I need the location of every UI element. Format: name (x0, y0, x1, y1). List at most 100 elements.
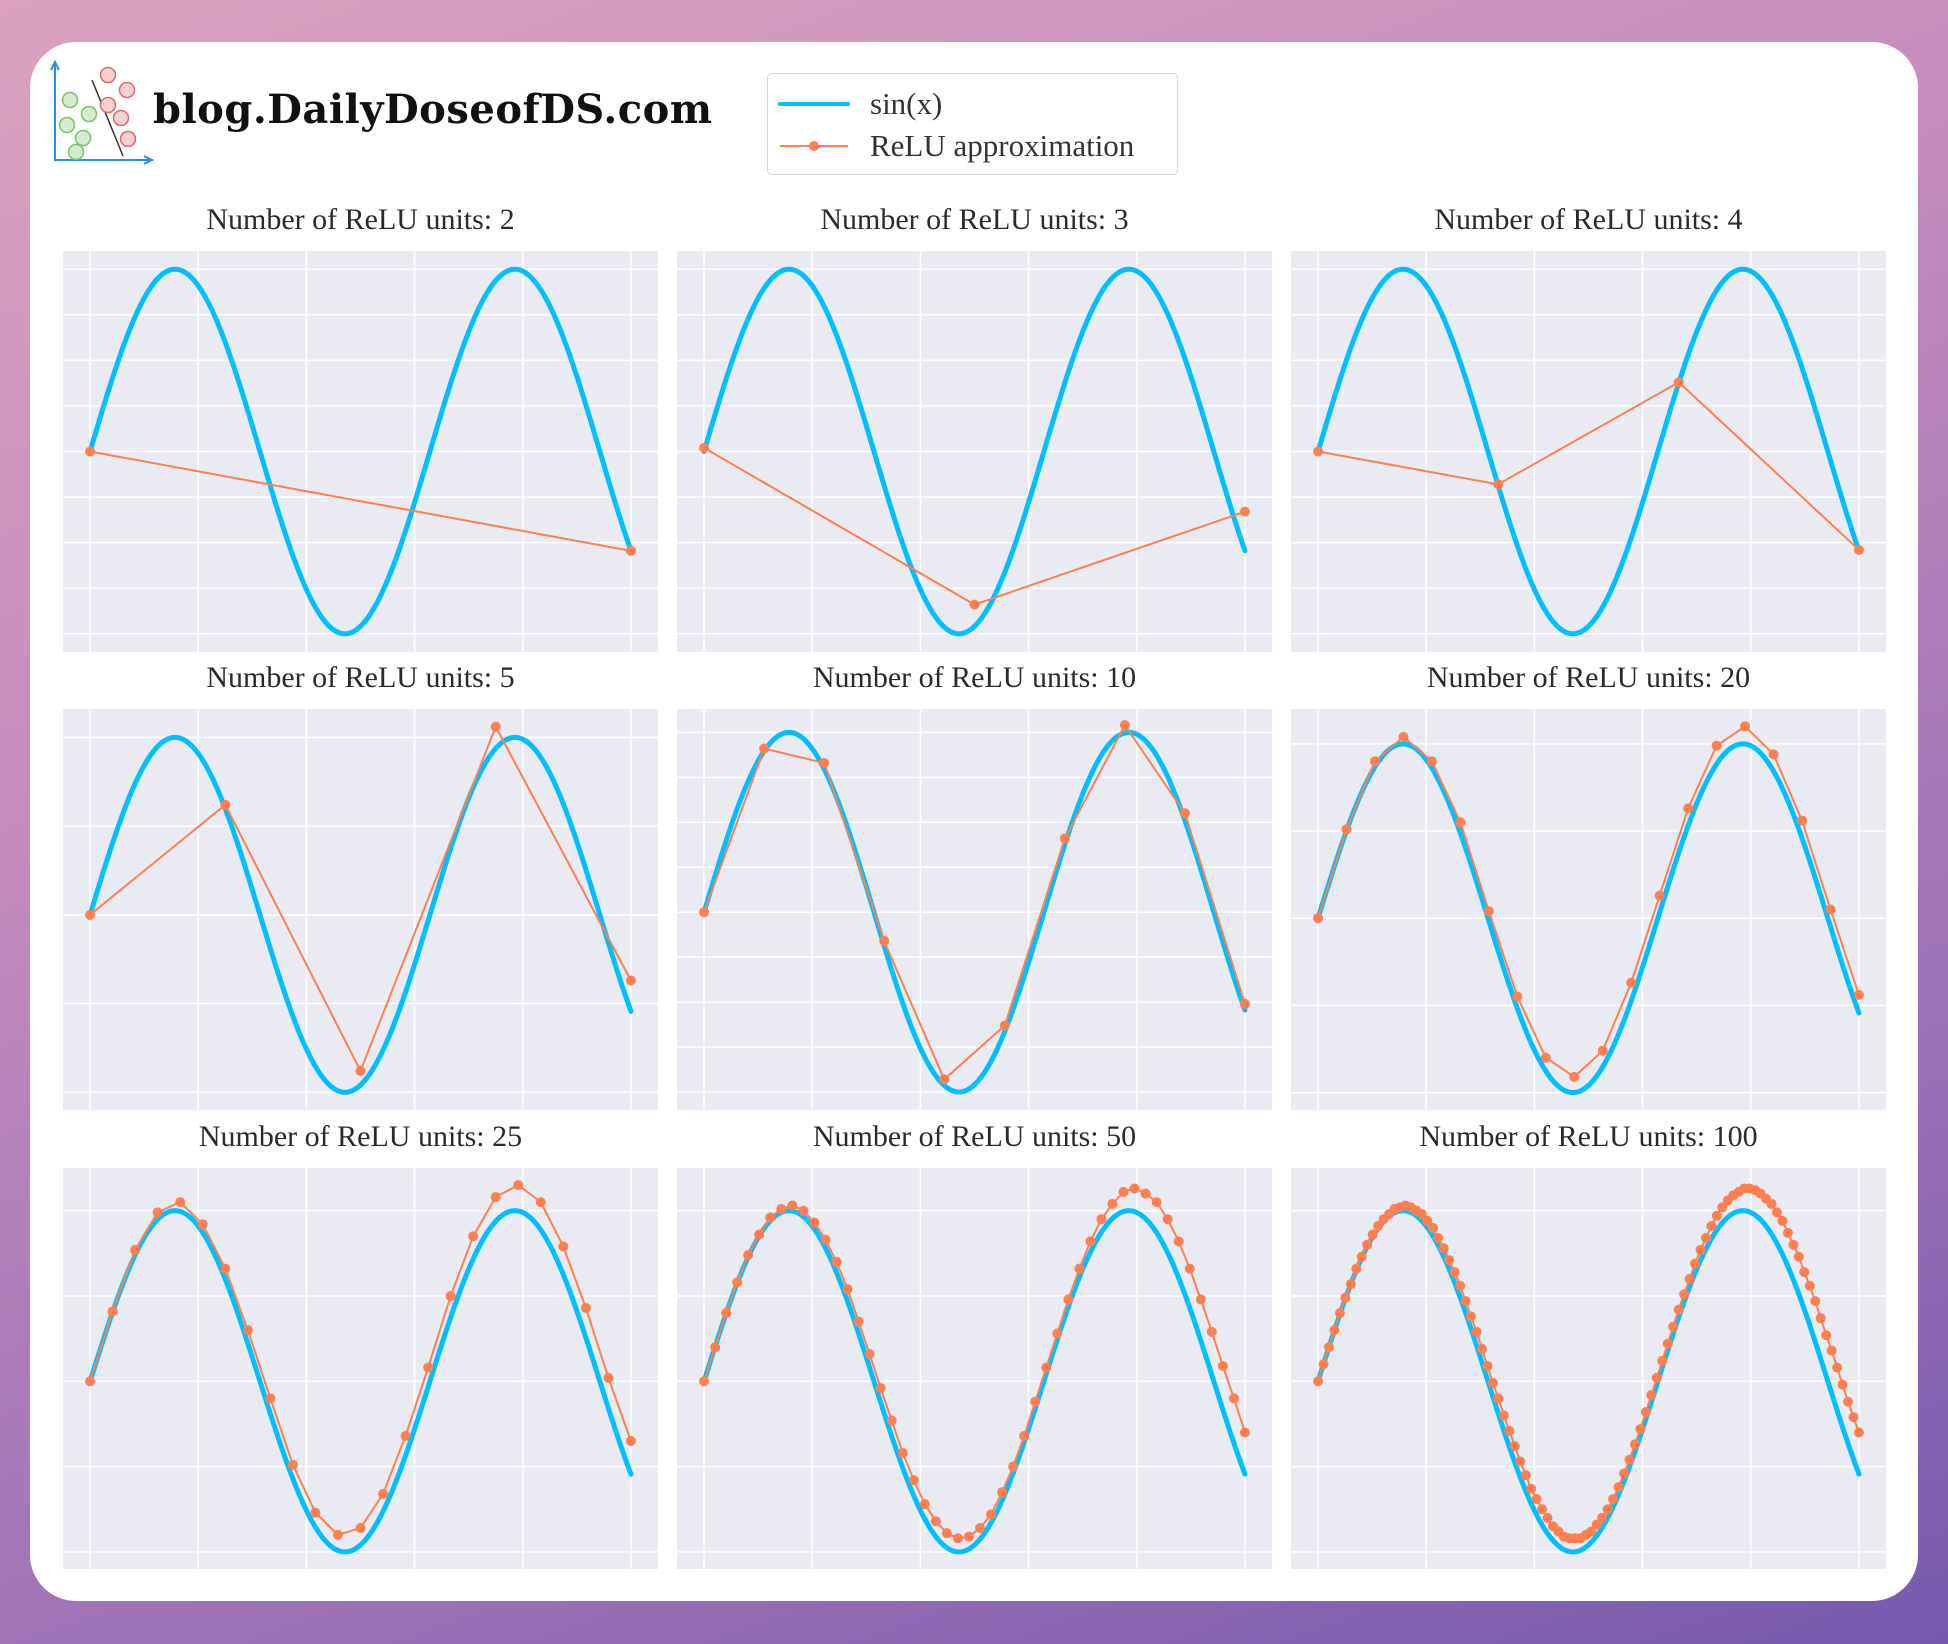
relu-marker (1717, 1202, 1728, 1213)
relu-marker (1626, 977, 1637, 988)
relu-marker (558, 1241, 569, 1252)
relu-marker (1512, 991, 1523, 1002)
relu-marker (1537, 1504, 1548, 1515)
relu-marker (1483, 906, 1494, 917)
relu-marker (1239, 998, 1250, 1009)
relu-marker (721, 1308, 732, 1319)
relu-marker (787, 1200, 798, 1211)
subplot-title: Number of ReLU units: 5 (206, 661, 515, 694)
relu-marker (535, 1197, 546, 1208)
relu-marker (1313, 913, 1324, 924)
subplot-title: Number of ReLU units: 50 (812, 1120, 1137, 1153)
relu-marker (1804, 1280, 1815, 1291)
relu-marker (1821, 1330, 1832, 1341)
relu-marker (1416, 1209, 1427, 1220)
relu-marker (1711, 1210, 1722, 1221)
relu-marker (1853, 1427, 1864, 1438)
sine-curve (1315, 741, 1862, 1096)
subplot-title: Number of ReLU units: 2 (206, 203, 515, 236)
relu-marker (1679, 1289, 1690, 1300)
relu-approximation-line (1317, 381, 1860, 551)
relu-marker (1162, 1214, 1173, 1225)
relu-marker (939, 1074, 950, 1085)
relu-marker (1341, 824, 1352, 835)
relu-marker (197, 1219, 208, 1230)
relu-marker (1433, 1232, 1444, 1243)
relu-marker (130, 1244, 141, 1255)
subplot-50-units (677, 1168, 1272, 1569)
relu-marker (997, 1487, 1008, 1498)
relu-marker (1313, 446, 1324, 457)
relu-marker (886, 1415, 897, 1426)
relu-marker (908, 1475, 919, 1486)
subplot-title: Number of ReLU units: 10 (812, 661, 1137, 694)
relu-marker (1323, 1342, 1334, 1353)
relu-marker (1646, 1389, 1657, 1400)
relu-marker (1629, 1439, 1640, 1450)
relu-marker (1438, 1243, 1449, 1254)
relu-marker (999, 1020, 1010, 1031)
relu-marker (1487, 1378, 1498, 1389)
relu-marker (355, 1523, 366, 1534)
sine-curve (87, 734, 634, 1095)
relu-marker (969, 599, 980, 610)
relu-marker (445, 1290, 456, 1301)
relu-marker (1118, 1186, 1129, 1197)
relu-marker (490, 721, 501, 732)
subplot-title: Number of ReLU units: 25 (198, 1120, 523, 1153)
line-swatch-icon (778, 102, 850, 106)
relu-marker (1398, 731, 1409, 742)
relu-marker (1815, 1313, 1826, 1324)
relu-marker (1019, 1430, 1030, 1441)
subplot-4-units (1291, 251, 1886, 652)
relu-marker (1515, 1456, 1526, 1467)
line-marker-swatch-icon (780, 141, 848, 151)
relu-marker (743, 1250, 754, 1261)
relu-marker (1695, 1244, 1706, 1255)
subplot-title: Number of ReLU units: 20 (1426, 661, 1751, 694)
relu-marker (1173, 1236, 1184, 1247)
relu-marker (710, 1342, 721, 1353)
relu-marker (1782, 1227, 1793, 1238)
relu-marker (897, 1447, 908, 1458)
relu-approximation-line (1317, 725, 1860, 1079)
relu-marker (1640, 1407, 1651, 1418)
relu-marker (603, 1372, 614, 1383)
relu-marker (1119, 720, 1130, 731)
relu-marker (1460, 1296, 1471, 1307)
relu-marker (1476, 1343, 1487, 1354)
relu-marker (1768, 749, 1779, 760)
relu-marker (625, 1436, 636, 1447)
legend-item-relu: ReLU approximation (768, 126, 1134, 166)
subplot-100-units (1291, 1168, 1886, 1569)
relu-marker (625, 545, 636, 556)
relu-marker (1373, 1221, 1384, 1232)
subplot-title: Number of ReLU units: 4 (1434, 203, 1743, 236)
relu-marker (1107, 1198, 1118, 1209)
brand-title[interactable]: blog.DailyDoseofDS.com (153, 86, 713, 133)
relu-marker (1334, 1308, 1345, 1319)
relu-marker (1810, 1296, 1821, 1307)
relu-marker (1651, 1372, 1662, 1383)
relu-marker (853, 1316, 864, 1327)
subplot-2-units (63, 251, 658, 652)
relu-marker (1825, 904, 1836, 915)
relu-marker (1531, 1494, 1542, 1505)
sine-curve (701, 266, 1248, 637)
relu-marker (287, 1459, 298, 1470)
relu-marker (513, 1180, 524, 1191)
relu-marker (1797, 815, 1808, 826)
relu-marker (1318, 1359, 1329, 1370)
relu-approximation-line (703, 723, 1246, 1082)
relu-marker (754, 1229, 765, 1240)
relu-marker (107, 1306, 118, 1317)
relu-marker (1706, 1221, 1717, 1232)
relu-marker (699, 907, 710, 918)
relu-marker (1597, 1045, 1608, 1056)
relu-marker (378, 1488, 389, 1499)
relu-marker (1700, 1232, 1711, 1243)
relu-marker (1217, 1360, 1228, 1371)
relu-marker (1591, 1519, 1602, 1530)
relu-marker (941, 1528, 952, 1539)
relu-marker (1793, 1251, 1804, 1262)
